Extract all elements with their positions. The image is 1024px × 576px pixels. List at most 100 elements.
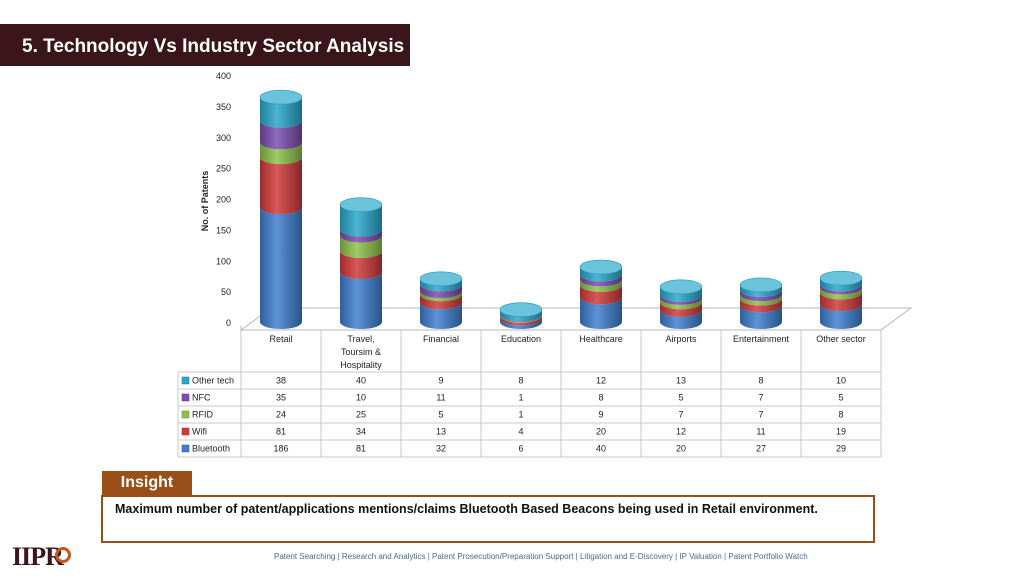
- data-label: 7: [758, 393, 763, 403]
- bar-segment: [260, 157, 302, 215]
- data-label: 12: [676, 427, 686, 437]
- insight-text: Maximum number of patent/applications me…: [115, 502, 818, 516]
- data-label: 11: [436, 393, 445, 403]
- y-tick-label: 0: [226, 318, 231, 328]
- bar-segment: [420, 284, 462, 299]
- bar-segment: [340, 229, 382, 243]
- data-label: 10: [836, 376, 846, 386]
- y-axis-title: No. of Patents: [200, 171, 210, 232]
- bar-top-cap: [819, 270, 863, 286]
- bar-segment: [660, 294, 702, 305]
- y-tick-label: 150: [216, 225, 231, 235]
- data-label: 81: [276, 427, 286, 437]
- data-label: 13: [436, 427, 446, 437]
- data-label: 29: [836, 444, 846, 454]
- legend-swatch: [181, 444, 190, 453]
- data-label: 7: [758, 410, 763, 420]
- bar-segment: [340, 204, 382, 237]
- bar-top-cap: [419, 271, 463, 287]
- data-label: 8: [518, 376, 523, 386]
- data-label: 38: [276, 376, 286, 386]
- y-tick-label: 400: [216, 71, 231, 81]
- bar-segment: [340, 250, 382, 279]
- bar-segment: [260, 142, 302, 165]
- data-label: 35: [276, 393, 286, 403]
- data-label: 1: [518, 410, 523, 420]
- data-label: 32: [436, 444, 446, 454]
- bar-segment: [580, 284, 622, 305]
- bar-top-cap: [659, 279, 703, 295]
- data-label: 1: [518, 393, 523, 403]
- bar-segment: [500, 318, 542, 329]
- bar-segment: [340, 235, 382, 258]
- data-label: 12: [596, 376, 606, 386]
- data-label: 20: [596, 427, 606, 437]
- data-label: 186: [273, 444, 288, 454]
- legend-label: Bluetooth: [192, 444, 230, 454]
- data-label: 8: [758, 376, 763, 386]
- bar-segment: [420, 294, 462, 310]
- legend-swatch: [181, 393, 190, 402]
- bar-segment: [260, 97, 302, 128]
- data-label: 81: [356, 444, 366, 454]
- x-category-label: Other sector: [816, 334, 866, 344]
- data-label: 40: [596, 444, 606, 454]
- bar-segment: [740, 298, 782, 313]
- bar-segment: [660, 302, 702, 317]
- legend-swatch: [181, 427, 190, 436]
- x-category-label: Airports: [665, 334, 697, 344]
- data-label: 25: [356, 410, 366, 420]
- bar-top-cap: [499, 302, 543, 317]
- y-tick-label: 300: [216, 133, 231, 143]
- bar-segment: [420, 291, 462, 302]
- bar-segment: [820, 278, 862, 292]
- bar-top-cap: [579, 259, 623, 275]
- data-label: 20: [676, 444, 686, 454]
- legend-label: RFID: [192, 410, 213, 420]
- bar-segment: [740, 289, 782, 302]
- bar-segment: [420, 302, 462, 329]
- data-label: 7: [678, 410, 683, 420]
- bar-segment: [740, 305, 782, 329]
- bar-segment: [420, 278, 462, 292]
- legend-swatch: [181, 376, 190, 385]
- y-tick-label: 250: [216, 164, 231, 174]
- page-title: 5. Technology Vs Industry Sector Analysi…: [22, 36, 405, 57]
- x-category-label: Entertainment: [733, 334, 790, 344]
- data-label: 5: [438, 410, 443, 420]
- legend-swatch: [181, 410, 190, 419]
- bar-segment: [660, 286, 702, 302]
- bar-top-cap: [259, 89, 303, 105]
- x-category-label: Financial: [423, 334, 459, 344]
- data-label: 13: [676, 376, 686, 386]
- bar-segment: [500, 309, 542, 322]
- y-tick-label: 200: [216, 195, 231, 205]
- bar-segment: [740, 284, 782, 297]
- bar-segment: [820, 292, 862, 312]
- bar-segment: [580, 279, 622, 292]
- logo-ring-icon: [55, 547, 71, 563]
- data-label: 5: [838, 393, 843, 403]
- data-label: 19: [836, 427, 846, 437]
- data-label: 6: [518, 444, 523, 454]
- legend-label: NFC: [192, 393, 211, 403]
- data-label: 8: [598, 393, 603, 403]
- data-label: 9: [438, 376, 443, 386]
- bar-segment: [260, 207, 302, 329]
- data-label: 5: [678, 393, 683, 403]
- bar-top-cap: [339, 197, 383, 212]
- x-category-label: Retail: [269, 334, 292, 344]
- bar-segment: [580, 297, 622, 329]
- bar-segment: [260, 120, 302, 150]
- insight-box: Maximum number of patent/applications me…: [101, 495, 875, 543]
- insight-label: Insight: [102, 471, 192, 495]
- title-bar: 5. Technology Vs Industry Sector Analysi…: [0, 24, 410, 66]
- bar-segment: [340, 271, 382, 329]
- data-label: 9: [598, 410, 603, 420]
- y-tick-label: 50: [221, 287, 231, 297]
- data-label: 24: [276, 410, 286, 420]
- data-label: 27: [756, 444, 766, 454]
- y-tick-label: 100: [216, 256, 231, 266]
- data-label: 8: [838, 410, 843, 420]
- data-label: 40: [356, 376, 366, 386]
